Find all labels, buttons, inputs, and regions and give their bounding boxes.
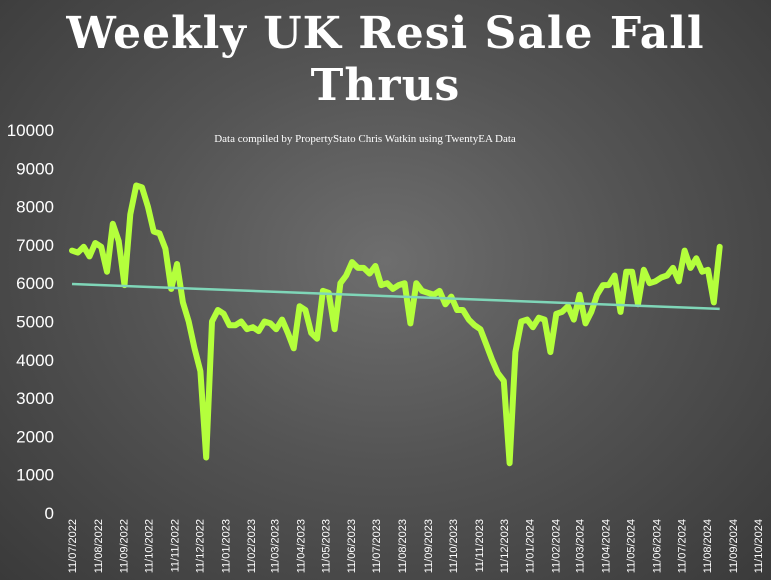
series-line: [69, 182, 723, 467]
y-tick-label: 10000: [7, 121, 54, 140]
chart-title: Weekly UK Resi Sale Fall Thrus: [66, 8, 705, 111]
x-tick-label: 11/03/2023: [270, 519, 282, 573]
y-tick-label: 9000: [16, 159, 54, 178]
x-tick-label: 11/11/2023: [474, 519, 486, 572]
x-tick-label: 11/12/2023: [499, 519, 511, 573]
trend-line: [71, 282, 720, 311]
x-tick-label: 11/08/2023: [397, 519, 409, 573]
y-axis: 0 1000 2000 3000 4000 5000 6000 7000 8000 9000 100…: [7, 121, 54, 523]
x-tick-label: 11/07/2023: [371, 519, 383, 573]
x-tick-label: 11/12/2022: [195, 519, 207, 573]
x-tick-label: 11/01/2023: [220, 519, 232, 573]
x-tick-label: 11/10/2024: [753, 519, 765, 573]
x-tick-label: 11/10/2023: [448, 519, 460, 573]
x-tick-label: 11/05/2023: [320, 519, 332, 573]
x-tick-label: 11/03/2024: [575, 519, 587, 573]
y-tick-label: 1000: [16, 466, 54, 485]
x-axis: 11/07/2022 11/08/2022 11/09/2022 11/10/2022…: [67, 519, 765, 573]
x-tick-label: 11/02/2024: [550, 519, 562, 573]
x-tick-label: 11/11/2022: [170, 519, 182, 572]
x-tick-label: 11/05/2024: [625, 519, 637, 573]
y-tick-label: 6000: [16, 274, 54, 293]
y-tick-label: 4000: [16, 351, 54, 370]
y-tick-label: 2000: [16, 427, 54, 446]
y-tick-label: 0: [45, 504, 54, 523]
x-tick-label: 11/06/2024: [651, 519, 663, 573]
y-tick-label: 7000: [16, 236, 54, 255]
x-tick-label: 11/07/2024: [676, 519, 688, 573]
y-tick-label: 5000: [16, 313, 54, 332]
x-tick-label: 11/09/2022: [119, 519, 131, 573]
chart-annotation: Data compiled by PropertyStato Chris Wat…: [214, 133, 516, 145]
plot-points: [72, 185, 720, 463]
y-tick-label: 8000: [16, 198, 54, 217]
x-tick-label: 11/09/2023: [423, 519, 435, 573]
x-tick-label: 11/08/2024: [702, 519, 714, 573]
x-tick-label: 11/09/2024: [728, 519, 740, 573]
plot-lines: [69, 182, 723, 467]
x-tick-label: 11/07/2022: [67, 519, 79, 573]
x-tick-label: 11/02/2023: [246, 519, 258, 573]
x-tick-label: 11/10/2022: [144, 519, 156, 573]
x-tick-label: 11/06/2023: [346, 519, 358, 573]
x-tick-label: 11/04/2023: [295, 519, 307, 573]
x-tick-label: 11/04/2024: [600, 519, 612, 573]
x-tick-label: 11/08/2022: [93, 519, 105, 573]
x-tick-label: 11/01/2024: [525, 519, 537, 573]
y-tick-label: 3000: [16, 389, 54, 408]
